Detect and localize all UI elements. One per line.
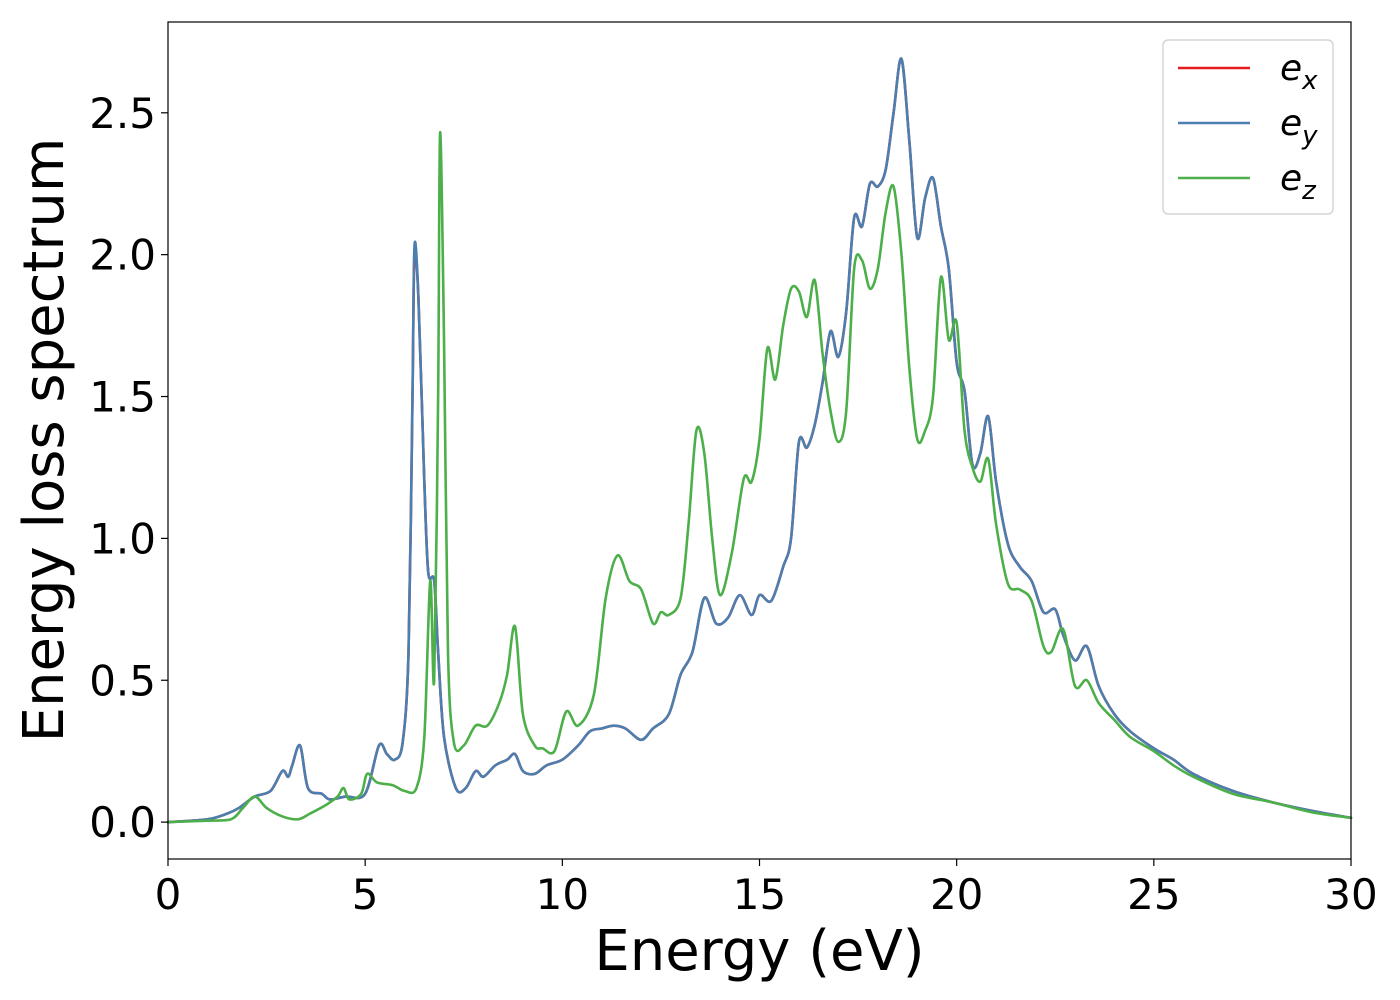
series-line-y — [166, 57, 1353, 824]
x-axis-ticks: 0 5 10 15 20 25 30 — [155, 859, 1378, 919]
y-tick-label: 1.5 — [89, 373, 156, 422]
x-tick-label: 5 — [352, 870, 379, 919]
x-tick-label: 0 — [155, 870, 182, 919]
legend-label-z: ez — [1280, 158, 1317, 206]
legend-label-y: ey — [1280, 103, 1318, 151]
y-tick-label: 1.0 — [89, 514, 156, 563]
x-tick-label: 30 — [1324, 870, 1377, 919]
y-tick-label: 0.0 — [89, 798, 156, 847]
y-axis-label: Energy loss spectrum — [12, 138, 77, 743]
legend-label-x: ex — [1280, 48, 1318, 96]
x-tick-label: 10 — [536, 870, 589, 919]
y-axis-ticks: 0.0 0.5 1.0 1.5 2.0 2.5 — [89, 89, 168, 847]
y-tick-label: 2.5 — [89, 89, 156, 138]
legend: ex ey ez — [1162, 39, 1334, 215]
x-tick-label: 15 — [733, 870, 786, 919]
x-tick-label: 25 — [1127, 870, 1180, 919]
legend-box — [1162, 39, 1334, 215]
series-layer — [166, 57, 1353, 824]
y-tick-label: 0.5 — [89, 656, 156, 705]
y-tick-label: 2.0 — [89, 231, 156, 280]
series-line-z — [166, 131, 1353, 824]
x-tick-label: 20 — [930, 870, 983, 919]
x-axis-label: Energy (eV) — [594, 919, 924, 984]
